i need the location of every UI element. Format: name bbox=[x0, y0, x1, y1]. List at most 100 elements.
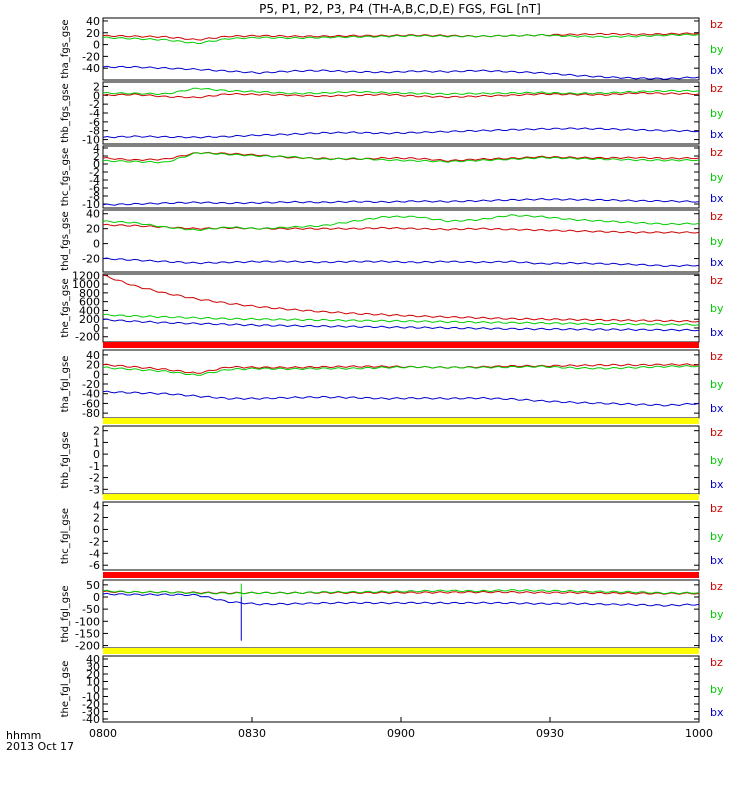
y-axis-label: the_fgs_gse bbox=[60, 278, 71, 337]
y-tick-label: -100 bbox=[75, 615, 100, 628]
y-tick-label: 20 bbox=[86, 359, 100, 372]
y-tick-label: -8 bbox=[89, 190, 100, 203]
y-tick-label: -10 bbox=[82, 691, 100, 704]
panel-thc_fgl_gse: 420-2-4-6 thc_fgl_gse bz by bx bbox=[60, 500, 724, 573]
panel-frame bbox=[102, 145, 700, 209]
status-bar-bar_red bbox=[103, 342, 699, 348]
y-tick-label: 2 bbox=[93, 150, 100, 163]
y-tick-label: 40 bbox=[86, 349, 100, 362]
panel-frame bbox=[102, 17, 700, 81]
y-tick-label: -3 bbox=[89, 483, 100, 496]
y-tick-label: 30 bbox=[86, 661, 100, 674]
y-tick-label: 0 bbox=[93, 238, 100, 251]
y-tick-label: 0 bbox=[93, 368, 100, 381]
y-tick-label: 2 bbox=[93, 80, 100, 93]
x-corner-label-date: 2013 Oct 17 bbox=[6, 740, 74, 753]
series-line-bx bbox=[102, 257, 700, 268]
legend-bx: bx bbox=[710, 554, 724, 567]
y-tick-label: 0 bbox=[93, 591, 100, 604]
legend-by: by bbox=[710, 171, 724, 184]
x-tick-label: 0900 bbox=[387, 727, 415, 740]
y-tick-label: -20 bbox=[82, 378, 100, 391]
y-tick-label: 0 bbox=[93, 523, 100, 536]
legend-bx: bx bbox=[710, 192, 724, 205]
y-tick-label: 1000 bbox=[72, 278, 100, 291]
y-tick-label: -200 bbox=[75, 640, 100, 653]
panel-frame bbox=[102, 273, 700, 343]
y-tick-label: -4 bbox=[89, 174, 100, 187]
y-tick-label: 2 bbox=[93, 512, 100, 525]
y-tick-label: 0 bbox=[93, 683, 100, 696]
series-line-by bbox=[102, 214, 700, 232]
panel-thd_fgs_gse: 40 20 0 -20 thd_fgs_gse bz by bx bbox=[60, 208, 724, 273]
y-tick-label: -60 bbox=[82, 397, 100, 410]
legend-by: by bbox=[710, 43, 724, 56]
y-tick-label: 0 bbox=[93, 89, 100, 102]
y-tick-label: 1200 bbox=[72, 269, 100, 282]
y-axis-label: thc_fgl_gse bbox=[60, 508, 71, 564]
y-axis-label: tha_fgl_gse bbox=[60, 356, 71, 413]
y-tick-label: -4 bbox=[89, 107, 100, 120]
panel-frame bbox=[102, 425, 700, 495]
y-tick-label: 800 bbox=[79, 287, 100, 300]
y-tick-label: -6 bbox=[89, 182, 100, 195]
legend-bz: bz bbox=[710, 18, 723, 31]
series-line-by bbox=[102, 87, 700, 96]
y-tick-label: 200 bbox=[79, 313, 100, 326]
y-tick-label: -6 bbox=[89, 116, 100, 129]
y-axis-label: thd_fgl_gse bbox=[60, 586, 71, 643]
y-tick-label: -2 bbox=[89, 98, 100, 111]
legend-by: by bbox=[710, 107, 724, 120]
legend-bz: bz bbox=[710, 210, 723, 223]
series-line-bz bbox=[102, 274, 700, 323]
x-tick-label: 0930 bbox=[536, 727, 564, 740]
series-line-bz bbox=[102, 223, 700, 234]
y-tick-label: 20 bbox=[86, 668, 100, 681]
status-bar-bar_yellow bbox=[103, 494, 699, 500]
legend-by: by bbox=[710, 530, 724, 543]
legend-bz: bz bbox=[710, 580, 723, 593]
status-bar-bar_red bbox=[103, 572, 699, 578]
x-tick-label: 1000 bbox=[685, 727, 713, 740]
legend-bx: bx bbox=[710, 478, 724, 491]
y-tick-label: -8 bbox=[89, 125, 100, 138]
status-bar-bar_yellow bbox=[103, 648, 699, 654]
series-line-by bbox=[102, 589, 700, 595]
panel-thd_fgl_gse: 500-50-100-150-200 thd_fgl_gse bz by bx bbox=[60, 579, 724, 653]
legend-bx: bx bbox=[710, 128, 724, 141]
y-tick-label: 50 bbox=[86, 579, 100, 592]
y-tick-label: -150 bbox=[75, 627, 100, 640]
y-axis-label: thc_fgs_gse bbox=[60, 148, 71, 207]
y-tick-label: 0 bbox=[93, 322, 100, 335]
legend-bx: bx bbox=[710, 64, 724, 77]
y-tick-label: 400 bbox=[79, 304, 100, 317]
legend-by: by bbox=[710, 608, 724, 621]
legend-by: by bbox=[710, 235, 724, 248]
y-tick-label: -10 bbox=[82, 198, 100, 211]
legend-by: by bbox=[710, 454, 724, 467]
y-tick-label: -20 bbox=[82, 698, 100, 711]
y-tick-label: -40 bbox=[82, 713, 100, 726]
status-bar-bar_yellow bbox=[103, 418, 699, 424]
legend-by: by bbox=[710, 683, 724, 696]
y-tick-label: -10 bbox=[82, 134, 100, 147]
y-tick-label: -20 bbox=[82, 50, 100, 63]
y-tick-label: 4 bbox=[93, 500, 100, 513]
y-tick-label: -2 bbox=[89, 472, 100, 485]
x-corner-label-hhmm: hhmm bbox=[6, 729, 41, 742]
y-tick-label: 40 bbox=[86, 208, 100, 221]
series-line-bx bbox=[102, 592, 700, 607]
y-tick-label: -200 bbox=[75, 331, 100, 344]
y-tick-label: 2 bbox=[93, 425, 100, 438]
series-line-bx bbox=[102, 197, 700, 206]
y-tick-label: -20 bbox=[82, 253, 100, 266]
series-line-bx bbox=[102, 127, 700, 139]
y-tick-label: -40 bbox=[82, 388, 100, 401]
series-line-bx bbox=[102, 65, 700, 80]
y-tick-label: -40 bbox=[82, 62, 100, 75]
series-line-bx bbox=[102, 390, 700, 407]
series-line-by bbox=[102, 364, 700, 376]
y-axis-label: tha_fgs_gse bbox=[60, 19, 71, 78]
